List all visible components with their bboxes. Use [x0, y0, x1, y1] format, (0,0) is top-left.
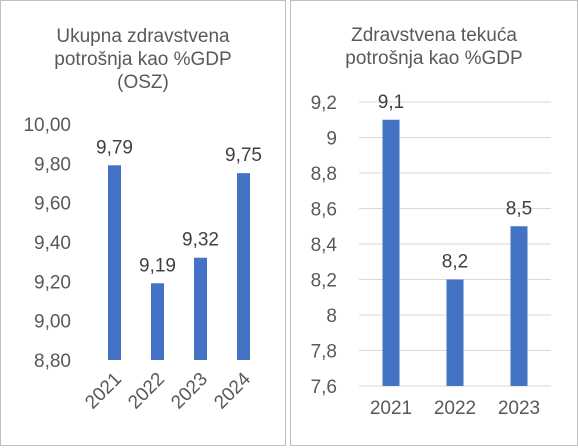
left-bar-2022 — [151, 283, 164, 360]
chart-title-right: Zdravstvena tekuća potrošnja kao %GDP — [345, 25, 523, 69]
right-x-tick-label: 2023 — [498, 398, 540, 419]
left-y-tick-label: 8,80 — [34, 351, 71, 372]
left-y-tick-label: 9,00 — [34, 312, 71, 333]
right-y-tick-label: 9,2 — [311, 93, 337, 114]
chart-title-left: Ukupna zdravstvena potrošnja kao %GDP (O… — [54, 26, 232, 93]
right-y-tick-label: 8 — [326, 306, 337, 327]
left-y-tick-label: 9,80 — [34, 154, 71, 175]
left-y-tick-label: 9,40 — [34, 233, 71, 254]
left-y-tick-label: 9,60 — [34, 194, 71, 215]
chart-panel-right: Zdravstvena tekuća potrošnja kao %GDP 7,… — [290, 0, 578, 446]
right-bar-2023 — [510, 226, 528, 386]
left-x-tick-label: 2023 — [167, 369, 212, 414]
left-y-tick-label: 9,20 — [34, 272, 71, 293]
right-x-tick-label: 2021 — [370, 398, 412, 419]
bar-chart-right: 7,6 7,8 8 8,2 8,4 8,6 8,8 9 9,2 9,1 2021 8,2 2022 8,5… — [311, 92, 551, 419]
right-data-label-2023: 8,5 — [506, 198, 532, 219]
right-y-tick-label: 8,4 — [311, 235, 338, 256]
left-bar-2021 — [108, 165, 121, 360]
bar-chart-left: 8,80 9,00 9,20 9,40 9,60 9,80 10,00 9,79 2021 9,1… — [23, 115, 262, 414]
chart-panel-left: Ukupna zdravstvena potrošnja kao %GDP (O… — [0, 0, 286, 446]
right-y-tick-label: 8,6 — [311, 200, 337, 221]
right-y-tick-label: 7,8 — [311, 342, 337, 363]
left-data-label-2022: 9,19 — [139, 255, 176, 276]
left-data-label-2023: 9,32 — [182, 230, 219, 251]
right-y-tick-label: 8,2 — [311, 271, 337, 292]
left-y-tick-label: 10,00 — [23, 115, 71, 136]
right-x-tick-label: 2022 — [434, 398, 476, 419]
left-x-tick-label: 2024 — [210, 368, 255, 413]
left-bar-2024 — [237, 173, 250, 360]
right-y-tick-label: 8,8 — [311, 164, 337, 185]
left-data-label-2021: 9,79 — [96, 137, 133, 158]
right-y-tick-label: 7,6 — [311, 377, 337, 398]
left-bar-2023 — [194, 257, 207, 360]
right-y-tick-label: 9 — [326, 129, 337, 150]
left-x-tick-label: 2021 — [81, 369, 126, 414]
right-data-label-2022: 8,2 — [442, 252, 468, 273]
right-bar-2021 — [382, 119, 400, 386]
left-x-tick-label: 2022 — [124, 369, 169, 414]
right-data-label-2021: 9,1 — [378, 92, 404, 113]
right-bar-2022 — [446, 279, 464, 386]
left-data-label-2024: 9,75 — [225, 145, 262, 166]
